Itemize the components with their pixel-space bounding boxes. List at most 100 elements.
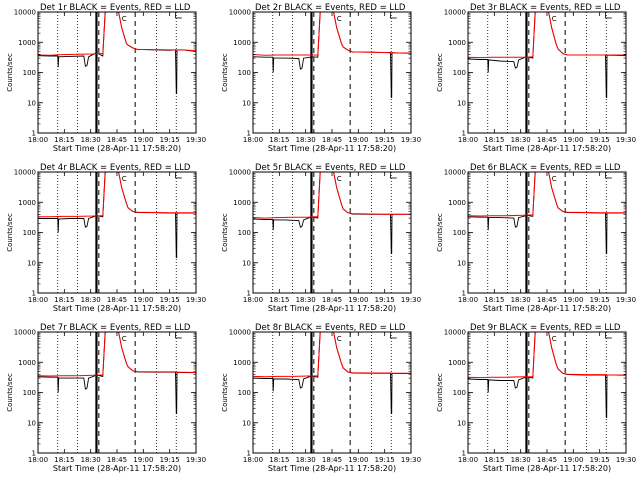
legend-marker: C — [122, 335, 127, 343]
x-tick-label: 18:45 — [322, 456, 342, 464]
y-tick-label: 100 — [23, 389, 36, 397]
y-axis-label: Counts/sec — [6, 53, 14, 92]
y-axis-label: Counts/sec — [221, 213, 229, 252]
chart-title: Det 8r BLACK = Events, RED = LLD — [255, 323, 406, 333]
chart-panel-2: Det 2r BLACK = Events, RED = LLD C 18:00 18… — [221, 3, 421, 153]
x-axis-label: Start Time (28-Apr-11 17:58:20) — [268, 144, 396, 153]
series-group — [253, 12, 411, 98]
lld-series-line — [468, 332, 626, 379]
x-tick-label: 18:30 — [81, 296, 101, 304]
legend-marker: C — [552, 175, 557, 183]
x-tick-label: 18:00 — [243, 136, 263, 144]
plot-frame — [467, 11, 627, 134]
x-axis-label: Start Time (28-Apr-11 17:58:20) — [268, 304, 396, 313]
series-group — [468, 172, 626, 255]
chart-panel-1: Det 1r BLACK = Events, RED = LLD C 18:00 18… — [6, 3, 206, 153]
x-tick-label: 18:15 — [54, 296, 74, 304]
y-tick-label: 10 — [457, 419, 466, 427]
series-group — [38, 12, 196, 95]
x-tick-label: 19:30 — [616, 456, 636, 464]
y-tick-label: 10000 — [444, 329, 466, 337]
plot-frame — [37, 171, 197, 294]
series-group — [468, 332, 626, 418]
x-axis-label: Start Time (28-Apr-11 17:58:20) — [53, 464, 181, 473]
x-tick-label: 19:00 — [133, 136, 153, 144]
x-tick-label: 18:15 — [269, 296, 289, 304]
lld-series-line — [38, 12, 196, 56]
plot-frame — [467, 331, 627, 454]
x-tick-label: 19:00 — [133, 456, 153, 464]
lld-series-line — [468, 172, 626, 217]
x-tick-label: 18:00 — [243, 456, 263, 464]
chart-panel-6: Det 6r BLACK = Events, RED = LLD C 18:00 18… — [436, 163, 636, 313]
y-tick-label: 1000 — [18, 39, 36, 47]
y-tick-label: 10 — [457, 259, 466, 267]
chart-title: Det 6r BLACK = Events, RED = LLD — [470, 163, 621, 173]
plot-frame — [252, 171, 412, 294]
chart-panel-9: Det 9r BLACK = Events, RED = LLD C 18:00 18… — [436, 323, 636, 473]
x-tick-label: 18:30 — [511, 296, 531, 304]
lld-series-line — [253, 172, 411, 219]
y-tick-label: 1 — [462, 290, 466, 298]
x-tick-label: 19:00 — [563, 136, 583, 144]
x-tick-label: 19:30 — [186, 296, 206, 304]
chart-title: Det 9r BLACK = Events, RED = LLD — [470, 323, 621, 333]
y-tick-label: 100 — [453, 229, 466, 237]
y-tick-label: 1000 — [18, 199, 36, 207]
x-axis-label: Start Time (28-Apr-11 17:58:20) — [53, 304, 181, 313]
y-tick-label: 1 — [32, 450, 36, 458]
legend-marker: C — [337, 15, 342, 23]
y-tick-label: 1 — [247, 290, 251, 298]
lld-series-line — [468, 12, 626, 59]
x-tick-label: 18:00 — [458, 136, 478, 144]
x-tick-label: 18:45 — [537, 136, 557, 144]
x-tick-label: 18:45 — [107, 136, 127, 144]
y-axis-label: Counts/sec — [436, 53, 444, 92]
x-tick-label: 19:15 — [375, 296, 395, 304]
x-tick-label: 19:30 — [616, 136, 636, 144]
y-tick-label: 100 — [23, 229, 36, 237]
x-tick-label: 18:15 — [269, 136, 289, 144]
x-tick-label: 18:30 — [511, 136, 531, 144]
y-tick-label: 10000 — [14, 169, 36, 177]
x-tick-label: 19:30 — [186, 136, 206, 144]
y-tick-label: 10000 — [444, 169, 466, 177]
x-tick-label: 18:30 — [296, 456, 316, 464]
events-series-line — [38, 12, 196, 95]
y-axis-label: Counts/sec — [436, 213, 444, 252]
y-tick-label: 10 — [27, 259, 36, 267]
plot-frame — [252, 11, 412, 134]
x-tick-label: 19:00 — [133, 296, 153, 304]
lld-series-line — [253, 12, 411, 56]
y-tick-label: 100 — [23, 69, 36, 77]
plot-frame — [252, 331, 412, 454]
x-tick-label: 18:00 — [458, 456, 478, 464]
plot-frame — [37, 11, 197, 134]
events-series-line — [38, 172, 196, 258]
y-tick-label: 10000 — [14, 9, 36, 17]
legend-marker: C — [122, 175, 127, 183]
x-tick-label: 18:00 — [28, 136, 48, 144]
x-tick-label: 19:30 — [401, 296, 421, 304]
series-group — [38, 332, 196, 415]
x-tick-label: 19:15 — [590, 456, 610, 464]
y-tick-label: 10 — [27, 99, 36, 107]
legend-marker: C — [122, 15, 127, 23]
x-tick-label: 18:00 — [28, 456, 48, 464]
x-tick-label: 19:15 — [590, 296, 610, 304]
y-tick-label: 100 — [238, 69, 251, 77]
y-tick-label: 10000 — [444, 9, 466, 17]
y-tick-label: 1 — [247, 130, 251, 138]
x-tick-label: 18:45 — [107, 296, 127, 304]
y-tick-label: 100 — [453, 69, 466, 77]
x-tick-label: 19:15 — [375, 136, 395, 144]
chart-panel-3: Det 3r BLACK = Events, RED = LLD C 18:00 18… — [436, 3, 636, 153]
chart-panel-8: Det 8r BLACK = Events, RED = LLD C 18:00 18… — [221, 323, 421, 473]
chart-panel-7: Det 7r BLACK = Events, RED = LLD C 18:00 18… — [6, 323, 206, 473]
x-tick-label: 18:45 — [322, 136, 342, 144]
x-tick-label: 18:45 — [107, 456, 127, 464]
x-axis-label: Start Time (28-Apr-11 17:58:20) — [53, 144, 181, 153]
x-tick-label: 19:15 — [160, 296, 180, 304]
x-axis-label: Start Time (28-Apr-11 17:58:20) — [483, 464, 611, 473]
